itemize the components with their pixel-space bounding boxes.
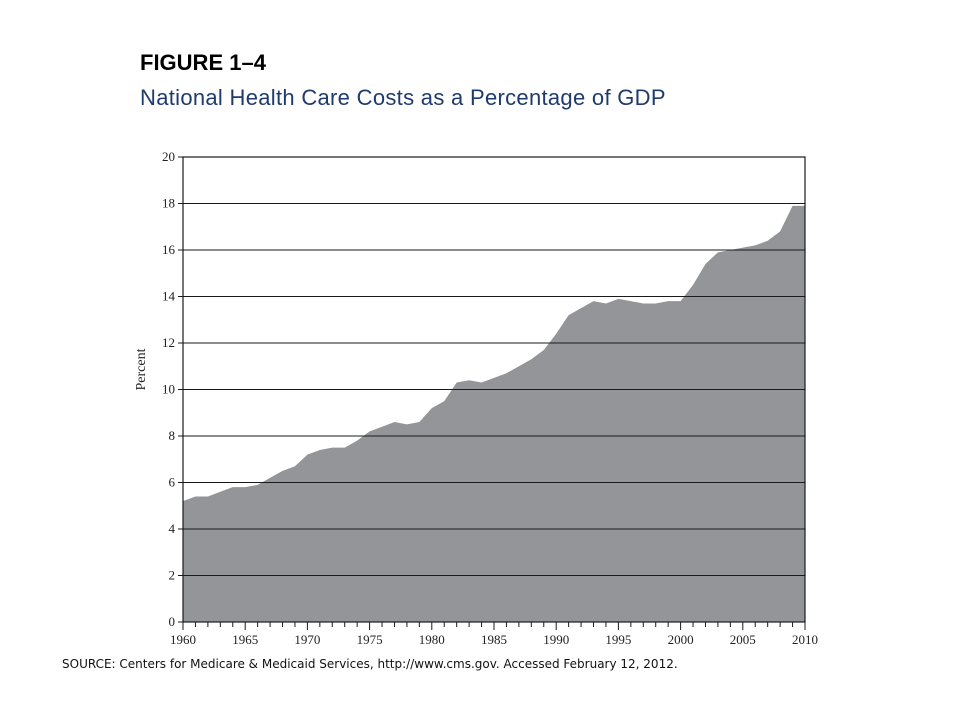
- x-tick-label: 2000: [668, 632, 694, 647]
- y-tick-label: 2: [169, 568, 176, 583]
- y-tick-label: 10: [162, 382, 175, 397]
- x-tick-label: 1995: [605, 632, 631, 647]
- series-area: [183, 205, 805, 622]
- x-tick-label: 1990: [543, 632, 569, 647]
- x-tick-label: 1975: [357, 632, 383, 647]
- plot-frame: [182, 156, 806, 623]
- y-tick-label: 6: [169, 475, 176, 490]
- x-tick-label: 1980: [419, 632, 445, 647]
- figure-title: National Health Care Costs as a Percenta…: [140, 85, 666, 110]
- y-tick-label: 12: [162, 335, 175, 350]
- y-tick-label: 18: [162, 196, 175, 211]
- area-layer: [183, 205, 805, 622]
- x-tick-label: 1985: [481, 632, 507, 647]
- x-tick-label: 1965: [232, 632, 258, 647]
- x-tick-label: 2005: [730, 632, 756, 647]
- y-tick-label: 14: [162, 289, 176, 304]
- y-tick-label: 0: [169, 614, 176, 629]
- figure-label: FIGURE 1–4: [140, 50, 266, 75]
- y-axis-label: Percent: [134, 348, 149, 390]
- y-tick-label: 8: [169, 428, 176, 443]
- x-tick-label: 1970: [294, 632, 320, 647]
- frame-layer: [182, 156, 806, 623]
- tick-layer: 0 2 4 6 8 10 12 14 16 18 20 1960 1965 1970 1975 1980 198…: [162, 149, 818, 647]
- y-tick-label: 20: [162, 149, 175, 164]
- y-tick-label: 16: [162, 242, 176, 257]
- y-tick-label: 4: [169, 521, 176, 536]
- source-note: SOURCE: Centers for Medicare & Medicaid …: [62, 657, 678, 671]
- x-tick-label: 2010: [792, 632, 818, 647]
- x-tick-label: 1960: [170, 632, 196, 647]
